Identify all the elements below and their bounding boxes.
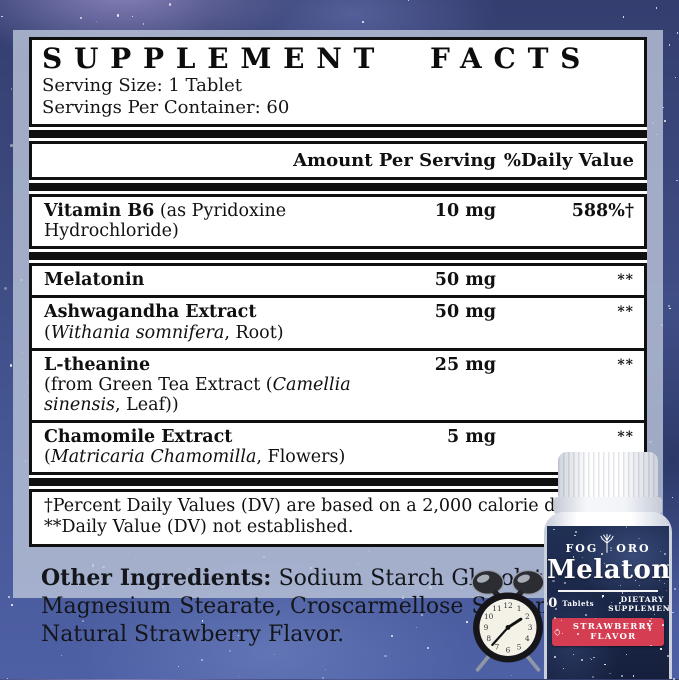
ingredient-row: Ashwagandha Extract (Withania somnifera,…: [32, 295, 644, 347]
ingredient-daily-value: **: [496, 302, 634, 320]
ingredient-name-cell: Chamomile Extract (Matricaria Chamomilla…: [44, 427, 384, 467]
svg-text:5: 5: [517, 643, 522, 652]
ingredient-amount: 50 mg: [384, 302, 496, 322]
ingredient-daily-value: **: [496, 355, 634, 373]
svg-text:9: 9: [484, 623, 489, 632]
tree-icon: [599, 532, 615, 554]
flavor-text: STRAWBERRY FLAVOR: [565, 622, 662, 642]
ingredient-amount: 25 mg: [384, 355, 496, 375]
ingredient-name-cell: Ashwagandha Extract (Withania somnifera,…: [44, 302, 384, 342]
divider-bar: [29, 252, 647, 260]
ingredient-name: Chamomile Extract: [44, 427, 232, 447]
vitamin-b6-box: Vitamin B6 (as Pyridoxine Hydrochloride)…: [29, 194, 647, 249]
ingredient-amount: 5 mg: [384, 427, 496, 447]
divider-bar: [29, 183, 647, 191]
supplement-type: DIETARY SUPPLEMENT: [608, 595, 669, 613]
ingredient-source: (Matricaria Chamomilla, Flowers): [44, 447, 384, 467]
product-name: Melatonin: [547, 556, 669, 585]
tablet-count-unit: Tablets: [562, 599, 594, 608]
facts-title: SUPPLEMENT FACTS: [42, 43, 634, 75]
ingredient-name-cell: Vitamin B6 (as Pyridoxine Hydrochloride): [44, 201, 384, 241]
other-ingredients-label: Other Ingredients:: [41, 565, 271, 591]
facts-title-box: SUPPLEMENT FACTS Serving Size: 1 Tablet …: [29, 37, 647, 127]
servings-per-container: Servings Per Container: 60: [42, 97, 634, 119]
svg-text:7: 7: [495, 643, 500, 652]
bottle-front-label: FOG ORO Melatonin 60 Tablets DIETARY SUP…: [547, 526, 669, 679]
serving-size: Serving Size: 1 Tablet: [42, 75, 634, 97]
bottle-cap: [558, 452, 658, 498]
ingredient-name: Ashwagandha Extract: [44, 302, 256, 322]
label-divider: [558, 590, 658, 592]
brand-text-left: FOG: [565, 543, 598, 554]
ingredient-source: (from Green Tea Extract (Camellia sinens…: [44, 375, 384, 415]
flavor-ribbon: STRAWBERRY FLAVOR: [552, 618, 664, 646]
strawberry-icon: [554, 627, 561, 637]
column-amount-per-serving: Amount Per Serving: [44, 150, 496, 171]
svg-text:2: 2: [525, 612, 530, 621]
ingredient-name-cell: Melatonin: [44, 270, 384, 290]
divider-bar: [29, 130, 647, 138]
ingredient-row: Vitamin B6 (as Pyridoxine Hydrochloride)…: [32, 197, 644, 246]
svg-text:3: 3: [528, 623, 533, 632]
ingredient-name-cell: L-theanine (from Green Tea Extract (Came…: [44, 355, 384, 415]
ingredient-name: Melatonin: [44, 270, 144, 290]
ingredient-name: Vitamin B6: [44, 201, 154, 221]
brand-text-right: ORO: [616, 543, 650, 554]
svg-text:11: 11: [492, 604, 501, 613]
label-info-row: 60 Tablets DIETARY SUPPLEMENT: [547, 596, 669, 612]
ingredient-rows-box: Melatonin 50 mg ** Ashwagandha Extract (…: [29, 263, 647, 475]
svg-text:10: 10: [484, 612, 494, 621]
ingredient-amount: 50 mg: [384, 270, 496, 290]
ingredient-source: (Withania somnifera, Root): [44, 323, 384, 343]
svg-text:6: 6: [506, 645, 511, 654]
ingredient-daily-value: **: [496, 427, 634, 445]
svg-text:12: 12: [503, 601, 512, 610]
ingredient-name: L-theanine: [44, 355, 150, 375]
svg-text:8: 8: [486, 634, 491, 643]
melatonin-bottle: FOG ORO Melatonin 60 Tablets DIETARY SUP…: [544, 452, 672, 679]
column-daily-value: %Daily Value: [496, 150, 634, 171]
brand-logo: FOG ORO: [547, 532, 669, 554]
tablet-count: 60: [547, 596, 557, 611]
product-label-image: SUPPLEMENT FACTS Serving Size: 1 Tablet …: [0, 0, 679, 679]
ingredient-amount: 10 mg: [384, 201, 496, 221]
alarm-clock-icon: 12 1 2 345 678 9 10 11: [462, 566, 554, 676]
ingredient-row: L-theanine (from Green Tea Extract (Came…: [32, 348, 644, 420]
ingredient-daily-value: **: [496, 270, 634, 288]
svg-text:1: 1: [517, 604, 522, 613]
ingredient-row: Melatonin 50 mg **: [32, 266, 644, 295]
ingredient-daily-value: 588%†: [496, 201, 634, 221]
svg-text:4: 4: [525, 634, 530, 643]
facts-column-header: Amount Per Serving %Daily Value: [29, 141, 647, 180]
